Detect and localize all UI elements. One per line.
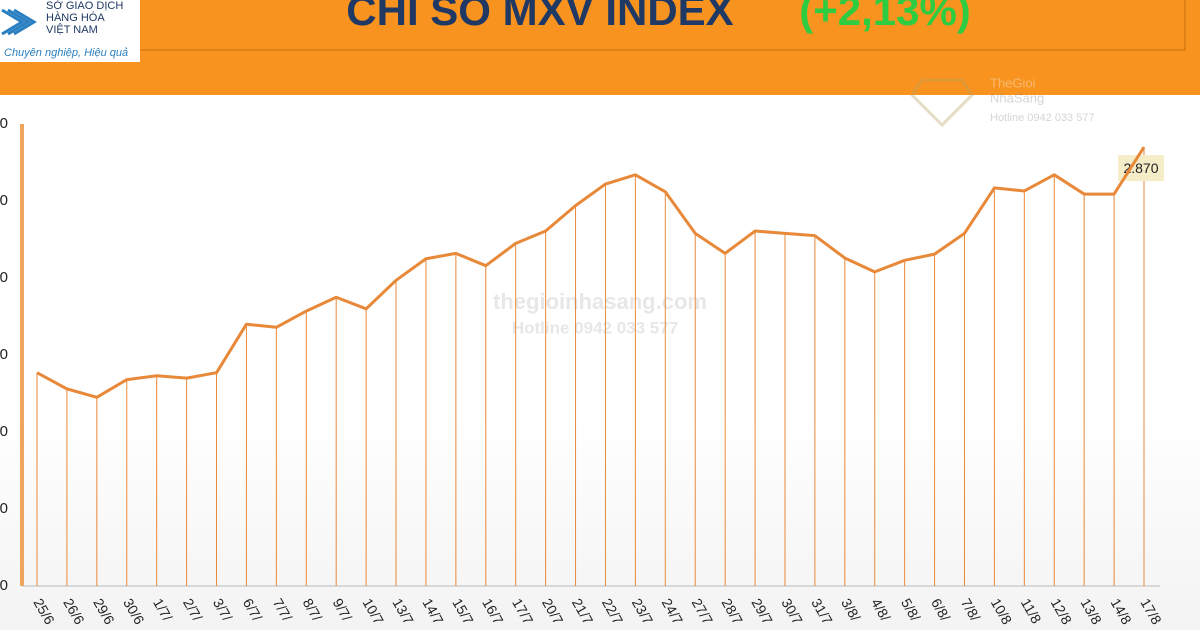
tagline: Chuyên nghiệp, Hiệu quả [4, 47, 128, 59]
plot-background [0, 95, 1200, 630]
watermark: TheGioi NhaSang Hotline 0942 033 577 the… [493, 75, 1095, 337]
y-tick-label: 2300 [0, 577, 8, 594]
logo-box [0, 0, 140, 62]
logo-mark [1, 8, 37, 36]
y-tick-label: 2500 [0, 423, 8, 440]
watermark-hotline: Hotline 0942 033 577 [990, 112, 1095, 124]
y-tick-label: 2800 [0, 192, 8, 209]
y-tick-label: 2900 [0, 115, 8, 132]
y-tick-label: 2700 [0, 269, 8, 286]
watermark-site: thegioinhasang.com [493, 289, 707, 314]
watermark-hotline: Hotline 0942 033 577 [512, 318, 678, 337]
line [36, 146, 1146, 399]
logo-line: VIỆT NAM [46, 23, 98, 36]
y-axis [20, 124, 24, 586]
logo-line: HÀNG HÓA [46, 11, 105, 24]
change: (+2,13%) [799, 0, 971, 34]
watermark-logo [910, 78, 974, 128]
header-band [0, 0, 1200, 95]
logo-line: SỞ GIAO DỊCH [46, 0, 123, 12]
watermark-brand: TheGioi [990, 75, 1036, 90]
chart-title: CHỈ SỐ MXV INDEX [346, 0, 733, 34]
watermark-brand: NhaSang [990, 90, 1044, 105]
y-tick-label: 2400 [0, 500, 8, 517]
y-tick-label: 2600 [0, 346, 8, 363]
